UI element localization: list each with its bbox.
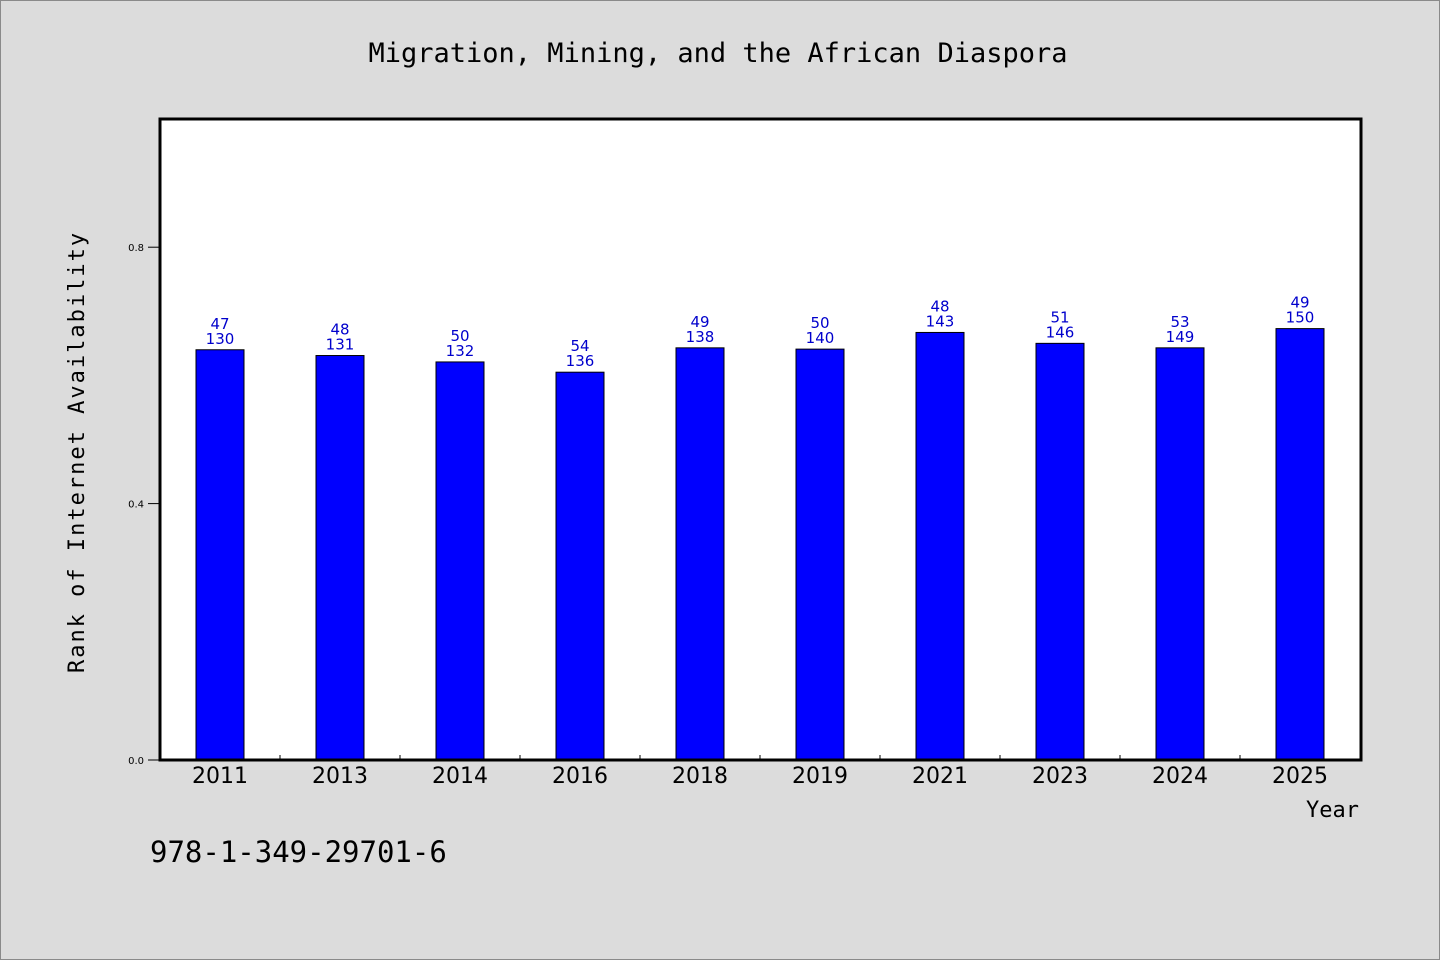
data-label-bottom-2019: 140 <box>806 329 835 347</box>
x-tick-label-2024: 2024 <box>1152 764 1208 789</box>
x-tick-label-2018: 2018 <box>672 764 728 789</box>
plot-border <box>158 117 1363 762</box>
data-label-bottom-2014: 132 <box>446 342 475 360</box>
data-label-top-2011: 47 <box>210 315 229 333</box>
data-label-bottom-2011: 130 <box>206 330 235 348</box>
y-axis-label: Rank of Internet Availability <box>65 231 90 673</box>
data-label-top-2013: 48 <box>330 321 349 339</box>
data-label-bottom-2021: 143 <box>926 312 955 330</box>
bar-2014 <box>435 361 485 761</box>
x-tick-label-2021: 2021 <box>912 764 968 789</box>
y-tick-label: 0.4 <box>128 500 144 511</box>
x-tick-label-2011: 2011 <box>192 764 248 789</box>
bar-2025 <box>1275 328 1325 761</box>
data-label-top-2024: 53 <box>1170 313 1189 331</box>
bar-2016 <box>555 371 605 761</box>
data-label-bottom-2023: 146 <box>1046 323 1075 341</box>
data-label-bottom-2018: 138 <box>686 328 715 346</box>
data-label-top-2019: 50 <box>810 314 829 332</box>
x-tick-label-2016: 2016 <box>552 764 608 789</box>
y-axis-ticks: 0.0 0.4 0.8 <box>128 243 160 767</box>
x-axis-ticks: 2011 2013 2014 2016 2018 2019 2021 2023 2024 2025 <box>192 755 1328 789</box>
x-tick-label-2014: 2014 <box>432 764 488 789</box>
x-axis-label: Year <box>1306 798 1359 823</box>
data-label-top-2025: 49 <box>1290 294 1309 312</box>
bar-2011 <box>195 349 245 761</box>
data-label-bottom-2025: 150 <box>1286 309 1315 327</box>
y-tick-label: 0.8 <box>128 243 144 254</box>
x-tick-label-2019: 2019 <box>792 764 848 789</box>
bar-2013 <box>315 355 365 761</box>
bar-2019 <box>795 348 845 761</box>
isbn-annotation: 978-1-349-29701-6 <box>150 835 447 869</box>
data-label-top-2018: 49 <box>690 313 709 331</box>
bar-2023 <box>1035 342 1085 761</box>
data-label-top-2016: 54 <box>570 337 589 355</box>
x-tick-label-2025: 2025 <box>1272 764 1328 789</box>
x-tick-label-2023: 2023 <box>1032 764 1088 789</box>
data-label-bottom-2013: 131 <box>326 336 355 354</box>
data-label-top-2021: 48 <box>930 297 949 315</box>
bar-2024 <box>1155 347 1205 761</box>
data-label-top-2023: 51 <box>1050 308 1069 326</box>
bars-group <box>195 328 1325 761</box>
chart-title: Migration, Mining, and the African Diasp… <box>369 38 1068 69</box>
y-tick-label: 0.0 <box>128 756 144 767</box>
data-label-bottom-2016: 136 <box>566 352 595 370</box>
x-tick-label-2013: 2013 <box>312 764 368 789</box>
data-label-bottom-2024: 149 <box>1166 328 1195 346</box>
bar-2021 <box>915 331 965 761</box>
bar-2018 <box>675 347 725 761</box>
data-label-top-2014: 50 <box>450 327 469 345</box>
